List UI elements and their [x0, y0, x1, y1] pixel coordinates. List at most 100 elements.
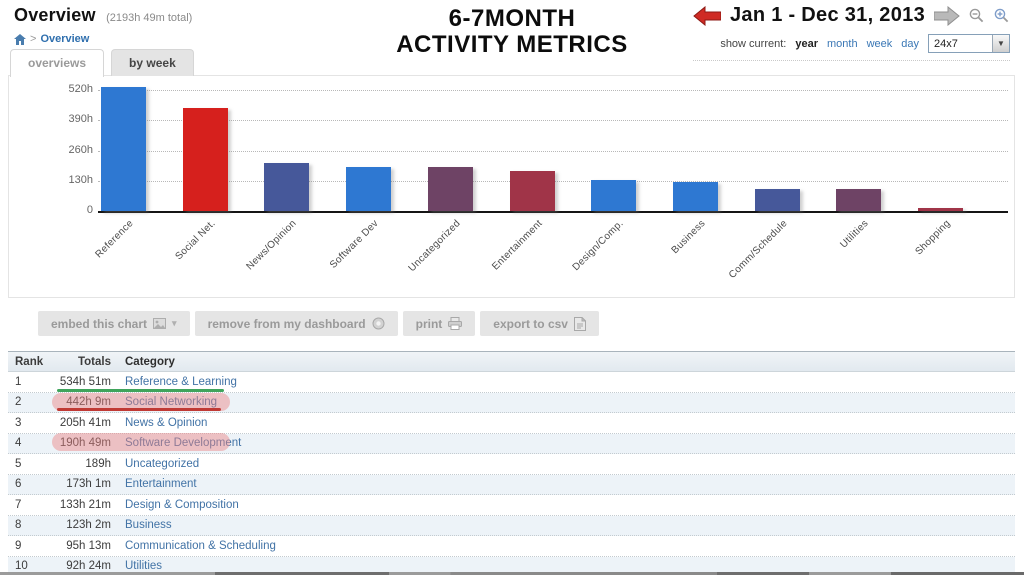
- total-cell: 133h 21m: [59, 498, 111, 511]
- annotation-title: 6-7MONTH ACTIVITY METRICS: [0, 6, 1024, 58]
- x-axis-line: [98, 211, 1008, 213]
- total-cell: 205h 41m: [59, 416, 111, 429]
- export-csv-button[interactable]: export to csv: [480, 311, 599, 336]
- show-current-label: show current:: [720, 37, 787, 50]
- x-axis-label: Software Dev: [328, 218, 381, 271]
- total-cell: 442h 9m: [66, 396, 111, 409]
- bar-news-opinion[interactable]: [264, 163, 309, 211]
- printer-icon: [448, 317, 463, 330]
- bar-design-comp-[interactable]: [591, 180, 636, 211]
- bar-uncategorized[interactable]: [428, 167, 473, 211]
- export-csv-label: export to csv: [493, 316, 568, 331]
- column-header-totals: Totals: [77, 355, 111, 368]
- category-link[interactable]: News & Opinion: [125, 416, 208, 429]
- gridline: [98, 151, 1008, 152]
- category-link[interactable]: Uncategorized: [125, 457, 200, 470]
- bar-business[interactable]: [673, 182, 718, 211]
- period-year[interactable]: year: [795, 37, 818, 50]
- next-period-arrow-icon[interactable]: [934, 5, 960, 26]
- bar-reference[interactable]: [101, 87, 146, 211]
- category-link[interactable]: Social Networking: [125, 396, 218, 409]
- prev-period-arrow-icon[interactable]: [693, 5, 721, 26]
- total-cell: 534h 51m: [59, 375, 111, 388]
- table-body: 1 534h 51m Reference & Learning 2 442h 9m Soc…: [8, 372, 1015, 575]
- rank-cell: 8: [15, 519, 22, 532]
- annotation-title-line1: 6-7MONTH: [448, 5, 576, 32]
- show-current-controls: show current: year month week day 24x7 ▼: [692, 34, 1010, 61]
- bar-software-dev[interactable]: [346, 167, 391, 211]
- y-axis-tick-label: 0: [86, 204, 93, 216]
- y-axis-tick-label: 520h: [68, 83, 93, 95]
- rank-cell: 4: [15, 437, 22, 450]
- rank-cell: 10: [15, 560, 28, 573]
- total-cell: 173h 1m: [66, 478, 111, 491]
- bar-entertainment[interactable]: [510, 171, 555, 211]
- table-header-row: Rank Totals Category: [8, 351, 1015, 372]
- bar-social-net-[interactable]: [183, 108, 228, 211]
- rank-cell: 5: [15, 457, 22, 470]
- export-csv-icon: [573, 316, 586, 331]
- x-axis-label: Business: [669, 218, 708, 257]
- remove-from-dashboard-label: remove from my dashboard: [207, 316, 366, 331]
- x-axis-label: Design/Comp.: [570, 218, 626, 274]
- breadcrumb-current[interactable]: Overview: [40, 33, 90, 45]
- category-link[interactable]: Entertainment: [125, 478, 197, 491]
- embed-chart-button[interactable]: embed this chart ▾: [38, 311, 190, 336]
- home-icon[interactable]: [14, 33, 26, 45]
- category-link[interactable]: Design & Composition: [125, 498, 239, 511]
- tab-by-week-label: by week: [129, 56, 176, 70]
- x-axis-label: Utilities: [838, 218, 871, 251]
- table-row: 9 95h 13m Communication & Scheduling: [8, 536, 1015, 557]
- total-cell: 189h: [85, 457, 111, 470]
- total-cell: 190h 49m: [59, 437, 111, 450]
- zoom-out-icon[interactable]: [969, 8, 985, 24]
- y-axis-tick-label: 130h: [68, 174, 93, 186]
- x-axis-label: Shopping: [913, 218, 953, 258]
- bar-utilities[interactable]: [836, 189, 881, 211]
- embed-chart-icon: [153, 318, 167, 329]
- table-row: 6 173h 1m Entertainment: [8, 474, 1015, 495]
- gridline: [98, 90, 1008, 91]
- chart-toolbar: embed this chart ▾ remove from my dashbo…: [8, 311, 599, 336]
- category-link[interactable]: Software Development: [125, 437, 242, 450]
- y-axis-tick-label: 260h: [68, 144, 93, 156]
- x-axis-label: Entertainment: [490, 218, 545, 273]
- report-filter-value: 24x7: [934, 37, 958, 50]
- category-link[interactable]: Business: [125, 519, 172, 532]
- tab-by-week[interactable]: by week: [111, 49, 194, 76]
- tab-overviews[interactable]: overviews: [10, 49, 105, 77]
- x-axis-label: Uncategorized: [406, 218, 463, 275]
- category-totals-table: Rank Totals Category 1 534h 51m Reference & …: [8, 351, 1015, 575]
- print-button[interactable]: print: [402, 311, 476, 336]
- rank-cell: 7: [15, 498, 22, 511]
- date-range: Jan 1 - Dec 31, 2013: [729, 4, 925, 26]
- embed-chart-label: embed this chart: [51, 316, 148, 331]
- tab-overviews-label: overviews: [28, 56, 87, 70]
- breadcrumb-separator: >: [30, 33, 37, 45]
- bar-shopping[interactable]: [918, 208, 963, 211]
- period-week[interactable]: week: [866, 37, 893, 50]
- report-filter-select[interactable]: 24x7 ▼: [928, 34, 1010, 53]
- table-row: 7 133h 21m Design & Composition: [8, 495, 1015, 516]
- category-link[interactable]: Utilities: [125, 560, 163, 573]
- category-link[interactable]: Reference & Learning: [125, 375, 237, 388]
- period-day[interactable]: day: [901, 37, 919, 50]
- y-axis-tick-label: 390h: [68, 113, 93, 125]
- category-link[interactable]: Communication & Scheduling: [125, 539, 276, 552]
- bar-comm-schedule[interactable]: [755, 189, 800, 211]
- page-title: Overview: [14, 5, 96, 25]
- table-row: 5 189h Uncategorized: [8, 454, 1015, 475]
- remove-from-dashboard-button[interactable]: remove from my dashboard: [194, 311, 398, 336]
- print-label: print: [415, 316, 443, 331]
- x-axis-label: Comm/Schedule: [726, 218, 790, 281]
- annotation-title-line2: ACTIVITY METRICS: [396, 31, 628, 58]
- remove-icon: [372, 317, 385, 330]
- gridline: [98, 120, 1008, 121]
- period-month[interactable]: month: [826, 37, 858, 50]
- bottom-edge-strip: [0, 572, 1024, 575]
- x-axis-label: News/Opinion: [244, 218, 299, 273]
- x-axis-label: Reference: [93, 218, 136, 261]
- table-row: 8 123h 2m Business: [8, 515, 1015, 536]
- zoom-in-icon[interactable]: [994, 8, 1010, 24]
